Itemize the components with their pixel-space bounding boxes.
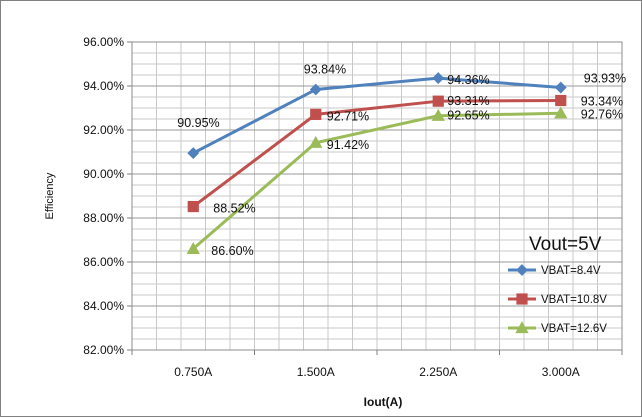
series-3-data-label: 86.60% xyxy=(211,244,253,258)
y-tick-label: 82.00% xyxy=(83,343,124,357)
legend: VBAT=8.4V VBAT=10.8V VBAT=12.6V xyxy=(508,264,607,335)
series-1-data-label: 94.36% xyxy=(447,73,489,87)
axis-layer: 82.00% 84.00% 86.00% 88.00% 90.00% 92.00% 94.0… xyxy=(83,35,623,379)
series-3-point xyxy=(431,108,445,121)
series-2-data-label: 88.52% xyxy=(213,202,255,216)
series-3-point xyxy=(309,135,323,148)
legend-marker-2 xyxy=(516,293,528,305)
y-axis-title: Efficiency xyxy=(44,172,56,219)
legend-marker-1 xyxy=(516,264,528,276)
series-2-point xyxy=(310,108,322,120)
x-tick-label: 1.500A xyxy=(297,365,335,379)
series-1-data-label: 93.84% xyxy=(304,63,346,77)
series-line-3 xyxy=(191,111,563,251)
vout-annotation: Vout=5V xyxy=(529,234,602,255)
series-1-point xyxy=(432,72,445,84)
series-layer xyxy=(186,72,568,254)
legend-label-2: VBAT=10.8V xyxy=(541,294,607,306)
series-2-point xyxy=(187,200,199,213)
y-tick-label: 94.00% xyxy=(83,79,124,93)
legend-marker-3 xyxy=(515,321,529,334)
series-3-data-label: 92.76% xyxy=(581,107,623,121)
series-line-1 xyxy=(191,76,563,155)
y-tick-label: 92.00% xyxy=(83,123,124,137)
series-line-2 xyxy=(191,99,563,209)
series-3-point xyxy=(186,241,200,254)
series-3-point xyxy=(554,106,568,119)
series-1-data-label: 93.93% xyxy=(584,72,626,86)
series-1-point xyxy=(187,147,200,160)
data-label-layer: 90.95% 93.84% 94.36% 93.93% 88.52% 92.71% 93.3… xyxy=(177,63,626,258)
y-tick-label: 88.00% xyxy=(83,211,124,225)
legend-label-3: VBAT=12.6V xyxy=(541,323,607,335)
x-tick-label: 2.250A xyxy=(419,365,457,379)
x-tick-label: 0.750A xyxy=(174,365,212,379)
legend-label-1: VBAT=8.4V xyxy=(541,265,601,277)
y-tick-label: 96.00% xyxy=(83,35,124,49)
series-2-point xyxy=(555,94,567,107)
series-1-point xyxy=(554,81,567,94)
y-tick-label: 86.00% xyxy=(83,255,124,269)
series-2-data-label: 92.71% xyxy=(327,109,369,123)
y-tick-label: 90.00% xyxy=(83,167,124,181)
series-2-data-label: 93.31% xyxy=(447,94,489,108)
series-3-data-label: 91.42% xyxy=(327,138,369,152)
series-2-data-label: 93.34% xyxy=(581,95,623,109)
series-2-point xyxy=(432,95,444,107)
series-3-data-label: 92.65% xyxy=(447,109,489,123)
x-axis-title: Iout(A) xyxy=(364,395,403,409)
grid-layer xyxy=(132,41,622,351)
x-tick-label: 3.000A xyxy=(542,365,580,379)
series-1-point xyxy=(309,83,322,96)
y-tick-label: 84.00% xyxy=(83,299,124,313)
series-1-data-label: 90.95% xyxy=(177,116,219,130)
